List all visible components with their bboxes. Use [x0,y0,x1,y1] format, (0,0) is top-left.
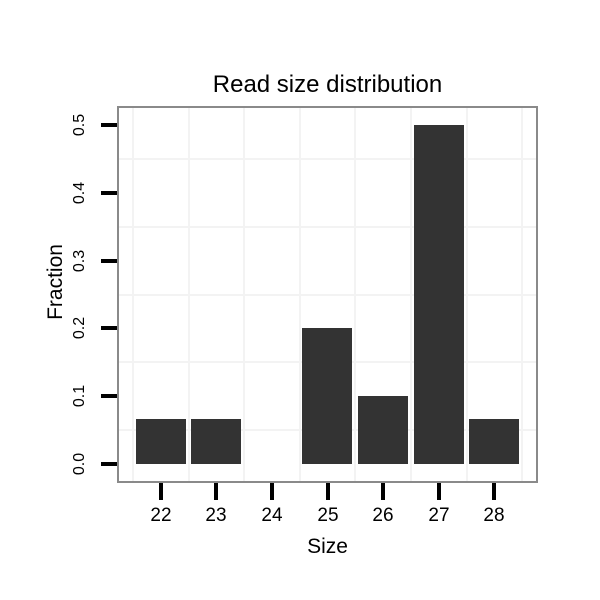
x-tick-26 [381,483,385,500]
y-tick-label-0.4: 0.4 [71,181,88,205]
x-tick-22 [159,483,163,500]
y-tick-0.1 [101,394,117,398]
x-minor-gridline [243,108,245,481]
x-minor-gridline [188,108,190,481]
y-tick-label-0.5: 0.5 [71,113,88,137]
y-tick-label-0.1: 0.1 [71,384,88,408]
y-minor-gridline [119,226,536,228]
y-minor-gridline [119,294,536,296]
bar-23 [191,419,241,464]
x-tick-label-28: 28 [483,505,505,526]
y-tick-label-0.3: 0.3 [71,249,88,273]
x-tick-label-25: 25 [317,505,339,526]
y-tick-0.0 [101,462,117,466]
y-minor-gridline [119,158,536,160]
x-tick-27 [437,483,441,500]
x-tick-23 [214,483,218,500]
bar-28 [469,419,519,464]
y-tick-label-0.2: 0.2 [71,316,88,340]
x-minor-gridline [132,108,134,481]
x-minor-gridline [299,108,301,481]
x-tick-25 [326,483,330,500]
x-minor-gridline [466,108,468,481]
x-tick-label-26: 26 [372,505,394,526]
y-tick-0.5 [101,123,117,127]
bar-22 [136,419,186,464]
chart-title: Read size distribution [212,71,443,98]
x-tick-28 [492,483,496,500]
x-minor-gridline [354,108,356,481]
bar-27 [414,125,464,464]
x-tick-label-24: 24 [261,505,283,526]
x-minor-gridline [410,108,412,481]
bar-25 [302,328,352,464]
bar-26 [358,396,408,464]
plot-panel [117,106,538,483]
y-tick-0.2 [101,326,117,330]
y-axis-title: Fraction [44,244,67,320]
y-tick-label-0.0: 0.0 [71,452,88,476]
x-tick-label-23: 23 [205,505,227,526]
x-minor-gridline [521,108,523,481]
x-tick-24 [270,483,274,500]
x-axis-title: Size [307,535,348,558]
y-tick-0.3 [101,259,117,263]
y-tick-0.4 [101,191,117,195]
x-tick-label-22: 22 [150,505,172,526]
x-tick-label-27: 27 [428,505,450,526]
